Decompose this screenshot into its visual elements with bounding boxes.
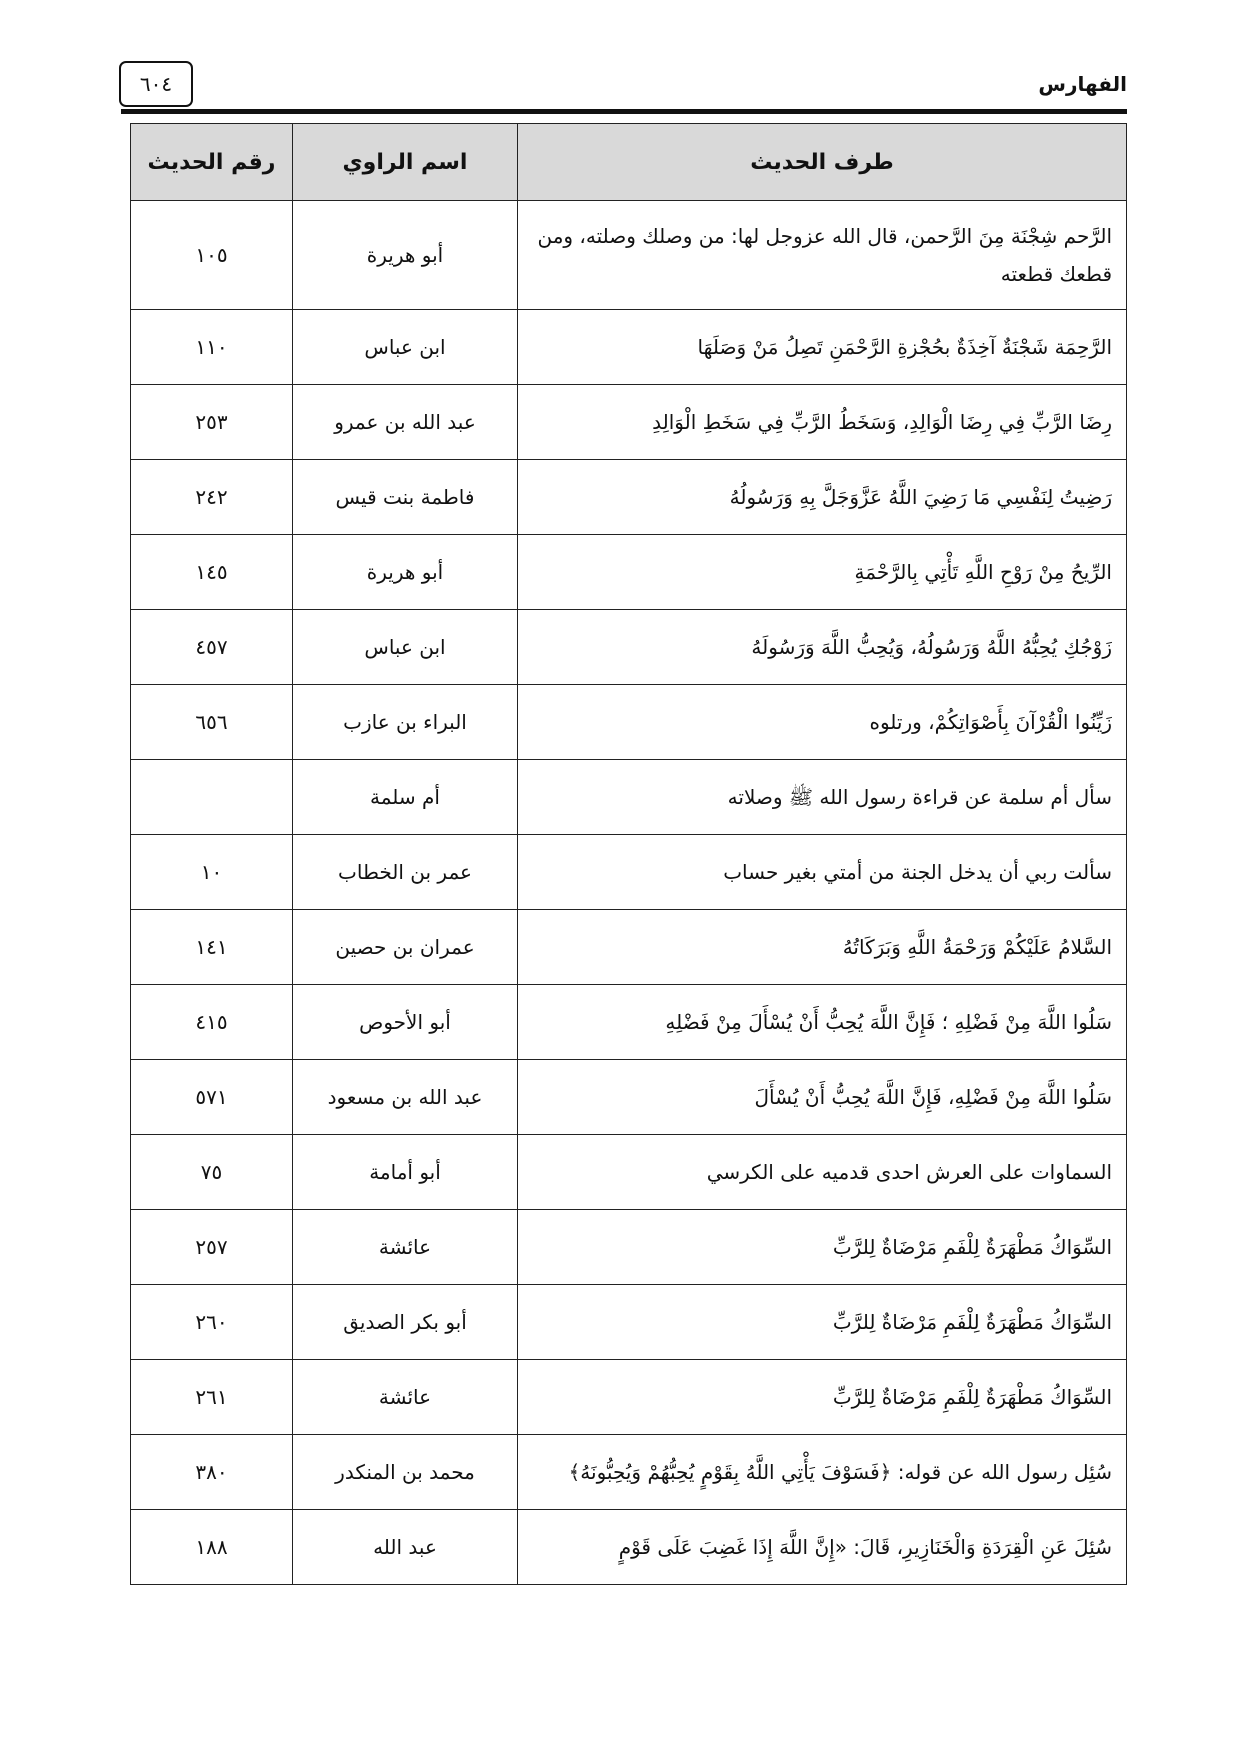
narrator-cell: عائشة — [292, 1359, 518, 1435]
hadith-text-cell: سَلُوا اللَّهَ مِنْ فَضْلِهِ، فَإِنَّ ال… — [517, 1059, 1127, 1135]
narrator-cell: محمد بن المنكدر — [292, 1434, 518, 1510]
narrator-cell: أبو بكر الصديق — [292, 1284, 518, 1360]
table-row: السَّلامُ عَلَيْكُمْ وَرَحْمَةُ اللَّهِ … — [130, 909, 1127, 985]
hadith-number-cell — [130, 759, 293, 835]
table-row: زَوْجُكِ يُحِبُّهُ اللَّهُ وَرَسُولُهُ، … — [130, 609, 1127, 685]
hadith-text-cell: سَلُوا اللَّهَ مِنْ فَضْلِهِ ؛ فَإِنَّ ا… — [517, 984, 1127, 1060]
hadith-number-cell: ٦٥٦ — [130, 684, 293, 760]
narrator-cell: أبو هريرة — [292, 200, 518, 310]
hadith-number-cell: ١٨٨ — [130, 1509, 293, 1585]
column-header-narrator: اسم الراوي — [292, 123, 518, 201]
narrator-cell: عمران بن حصين — [292, 909, 518, 985]
narrator-cell: البراء بن عازب — [292, 684, 518, 760]
hadith-number-cell: ٢٥٣ — [130, 384, 293, 460]
hadith-text-cell: رِضَا الرَّبِّ فِي رِضَا الْوَالِدِ، وَس… — [517, 384, 1127, 460]
header-rule — [121, 109, 1127, 114]
hadith-number-cell: ٣٨٠ — [130, 1434, 293, 1510]
narrator-cell: أبو أمامة — [292, 1134, 518, 1210]
narrator-cell: عبد الله بن مسعود — [292, 1059, 518, 1135]
table-row: سأل أم سلمة عن قراءة رسول الله ﷺ وصلاته أ… — [130, 759, 1127, 835]
hadith-text-cell: السِّوَاكُ مَطْهَرَةٌ لِلْفَمِ مَرْضَاةٌ… — [517, 1284, 1127, 1360]
page-number-text: ٦٠٤ — [139, 72, 173, 96]
hadith-text-cell: السِّوَاكُ مَطْهَرَةٌ لِلْفَمِ مَرْضَاةٌ… — [517, 1359, 1127, 1435]
hadith-number-cell: ٤١٥ — [130, 984, 293, 1060]
hadith-text-cell: الرَّحِمَة شَجْنَةٌ آخِذَةٌ بحُجْزةِ الر… — [517, 309, 1127, 385]
hadith-number-cell: ٢٦١ — [130, 1359, 293, 1435]
table-row: سَلُوا اللَّهَ مِنْ فَضْلِهِ ؛ فَإِنَّ ا… — [130, 984, 1127, 1060]
hadith-number-cell: ١١٠ — [130, 309, 293, 385]
table-header-row: طرف الحديث اسم الراوي رقم الحديث — [130, 123, 1127, 201]
hadith-text-cell: السَّلامُ عَلَيْكُمْ وَرَحْمَةُ اللَّهِ … — [517, 909, 1127, 985]
narrator-cell: عمر بن الخطاب — [292, 834, 518, 910]
hadith-text-cell: سأل أم سلمة عن قراءة رسول الله ﷺ وصلاته — [517, 759, 1127, 835]
hadith-number-cell: ١٠ — [130, 834, 293, 910]
hadith-number-cell: ٢٥٧ — [130, 1209, 293, 1285]
table-row: رِضَا الرَّبِّ فِي رِضَا الْوَالِدِ، وَس… — [130, 384, 1127, 460]
hadith-number-cell: ١٠٥ — [130, 200, 293, 310]
hadith-number-cell: ٢٦٠ — [130, 1284, 293, 1360]
hadith-text-cell: الرِّيحُ مِنْ رَوْحِ اللَّهِ تَأْتِي بِا… — [517, 534, 1127, 610]
section-title: الفهارس — [1038, 72, 1127, 96]
column-header-number: رقم الحديث — [130, 123, 293, 201]
hadith-text-cell: زَيِّنُوا الْقُرْآنَ بِأَصْوَاتِكُمْ، ور… — [517, 684, 1127, 760]
hadith-number-cell: ٧٥ — [130, 1134, 293, 1210]
narrator-cell: ابن عباس — [292, 609, 518, 685]
hadith-text-cell: السِّوَاكُ مَطْهَرَةٌ لِلْفَمِ مَرْضَاةٌ… — [517, 1209, 1127, 1285]
hadith-number-cell: ٥٧١ — [130, 1059, 293, 1135]
narrator-cell: عائشة — [292, 1209, 518, 1285]
table-row: زَيِّنُوا الْقُرْآنَ بِأَصْوَاتِكُمْ، ور… — [130, 684, 1127, 760]
table-row: الرِّيحُ مِنْ رَوْحِ اللَّهِ تَأْتِي بِا… — [130, 534, 1127, 610]
narrator-cell: عبد الله بن عمرو — [292, 384, 518, 460]
hadith-text-cell: زَوْجُكِ يُحِبُّهُ اللَّهُ وَرَسُولُهُ، … — [517, 609, 1127, 685]
table-row: السِّوَاكُ مَطْهَرَةٌ لِلْفَمِ مَرْضَاةٌ… — [130, 1359, 1127, 1435]
narrator-cell: فاطمة بنت قيس — [292, 459, 518, 535]
column-header-hadith: طرف الحديث — [517, 123, 1127, 201]
narrator-cell: أبو الأحوص — [292, 984, 518, 1060]
table-row: الرَّحِمَة شَجْنَةٌ آخِذَةٌ بحُجْزةِ الر… — [130, 309, 1127, 385]
narrator-cell: ابن عباس — [292, 309, 518, 385]
table-row: سألت ربي أن يدخل الجنة من أمتي بغير حساب… — [130, 834, 1127, 910]
hadith-text-cell: سُئِلَ عَنِ الْقِرَدَةِ وَالْخَنَازِيرِ،… — [517, 1509, 1127, 1585]
hadith-number-cell: ١٤٥ — [130, 534, 293, 610]
hadith-number-cell: ٤٥٧ — [130, 609, 293, 685]
narrator-cell: أبو هريرة — [292, 534, 518, 610]
hadith-text-cell: سألت ربي أن يدخل الجنة من أمتي بغير حساب — [517, 834, 1127, 910]
hadith-text-cell: السماوات على العرش احدى قدميه على الكرسي — [517, 1134, 1127, 1210]
narrator-cell: أم سلمة — [292, 759, 518, 835]
hadith-number-cell: ١٤١ — [130, 909, 293, 985]
table-row: السماوات على العرش احدى قدميه على الكرسي… — [130, 1134, 1127, 1210]
hadith-text-cell: رَضِيتُ لِنَفْسِي مَا رَضِيَ اللَّهُ عَز… — [517, 459, 1127, 535]
narrator-cell: عبد الله — [292, 1509, 518, 1585]
hadith-text-cell: سُئِل رسول الله عن قوله: ﴿فَسَوْفَ يَأْت… — [517, 1434, 1127, 1510]
hadith-text-cell: الرَّحم شِجْنَة مِنَ الرَّحمن، قال الله … — [517, 200, 1127, 310]
hadith-number-cell: ٢٤٢ — [130, 459, 293, 535]
table-row: الرَّحم شِجْنَة مِنَ الرَّحمن، قال الله … — [130, 200, 1127, 310]
table-row: سُئِلَ عَنِ الْقِرَدَةِ وَالْخَنَازِيرِ،… — [130, 1509, 1127, 1585]
table-row: السِّوَاكُ مَطْهَرَةٌ لِلْفَمِ مَرْضَاةٌ… — [130, 1284, 1127, 1360]
table-row: سَلُوا اللَّهَ مِنْ فَضْلِهِ، فَإِنَّ ال… — [130, 1059, 1127, 1135]
hadith-index-table: طرف الحديث اسم الراوي رقم الحديث الرَّحم… — [130, 123, 1127, 1585]
table-row: السِّوَاكُ مَطْهَرَةٌ لِلْفَمِ مَرْضَاةٌ… — [130, 1209, 1127, 1285]
table-row: سُئِل رسول الله عن قوله: ﴿فَسَوْفَ يَأْت… — [130, 1434, 1127, 1510]
table-row: رَضِيتُ لِنَفْسِي مَا رَضِيَ اللَّهُ عَز… — [130, 459, 1127, 535]
page-number: ٦٠٤ — [119, 61, 193, 107]
